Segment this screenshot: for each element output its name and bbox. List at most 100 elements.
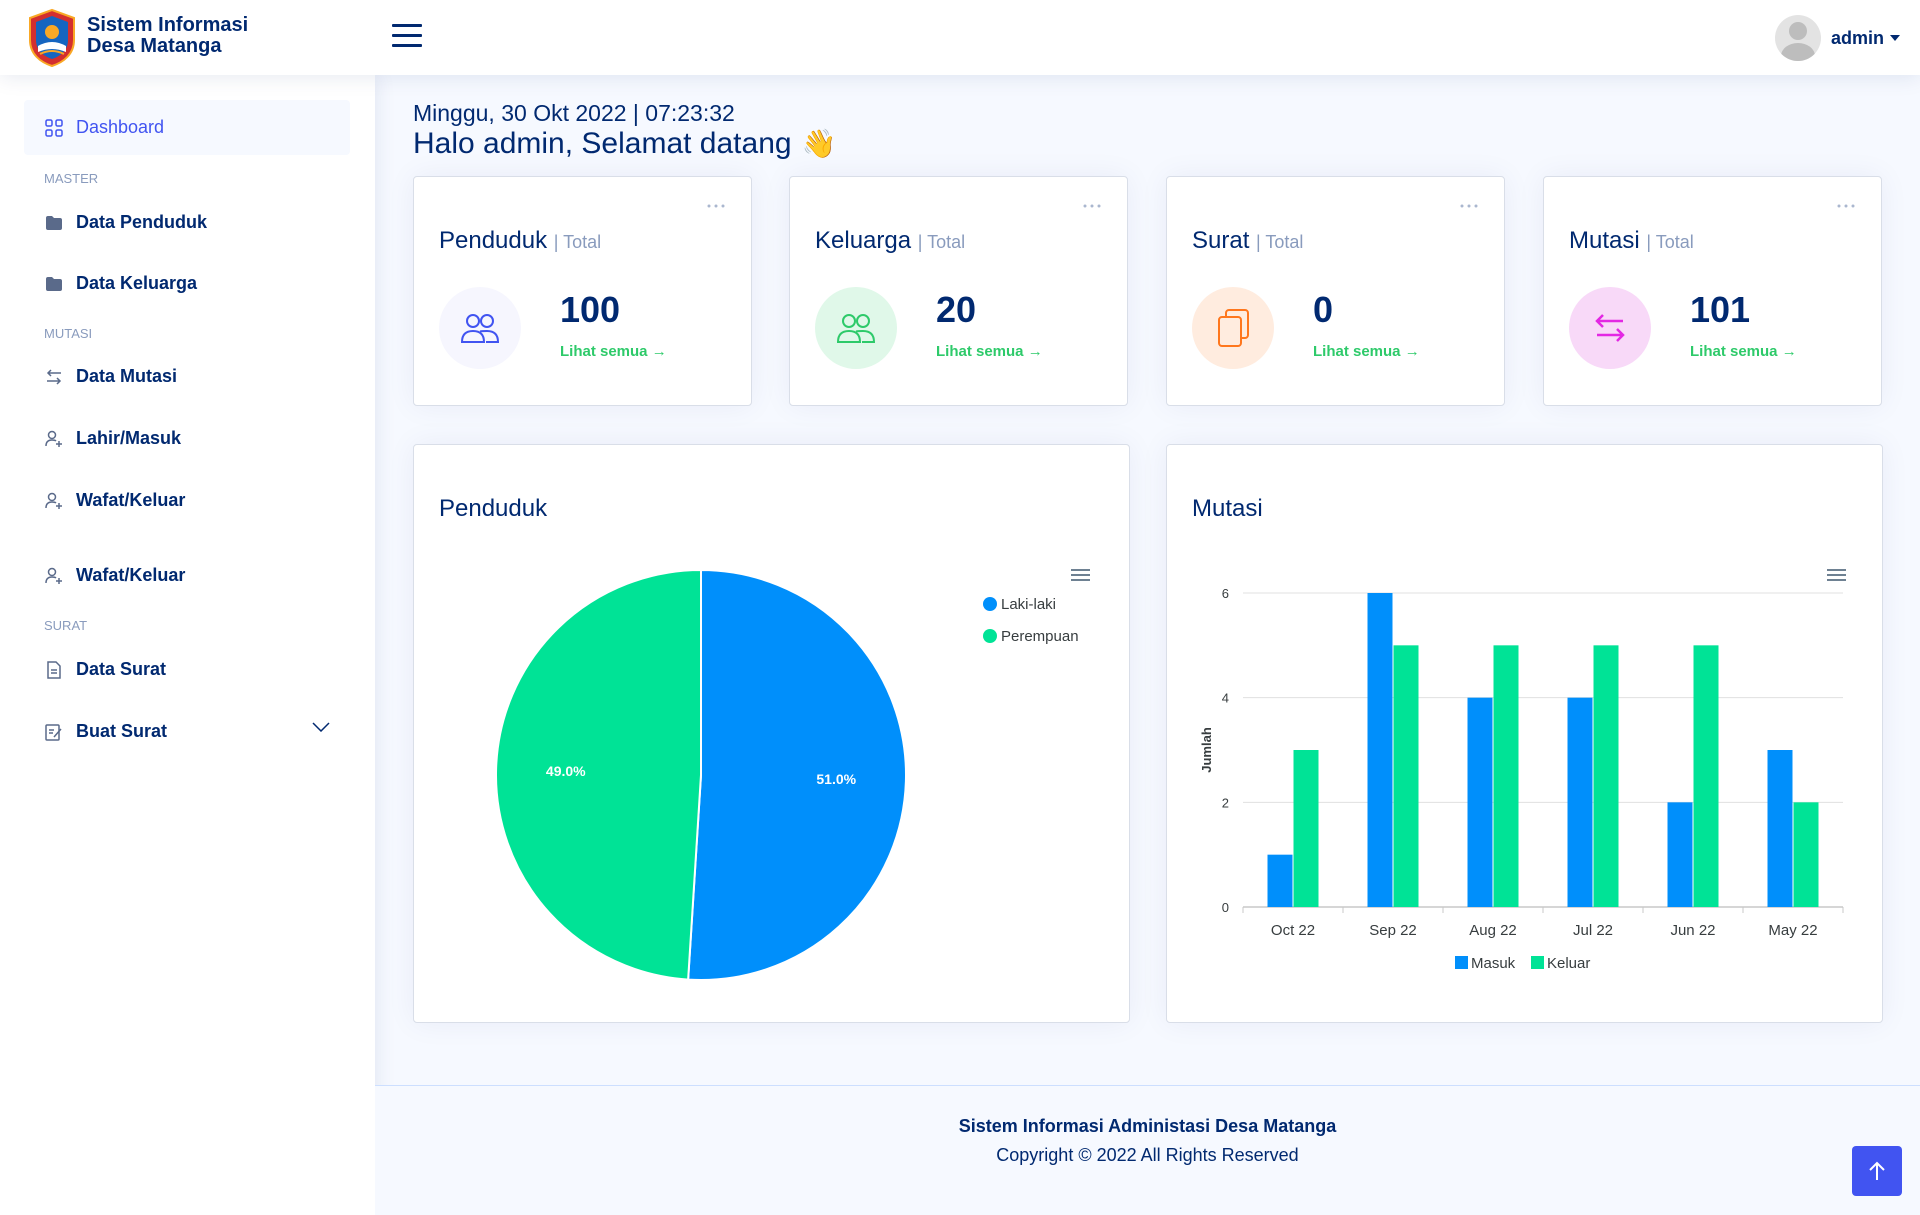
- chart-menu-icon[interactable]: [1827, 569, 1846, 581]
- pie-data-label: 49.0%: [546, 763, 586, 779]
- arrow-up-icon: [1869, 1161, 1885, 1180]
- footer-copyright: Copyright © 2022 All Rights Reserved: [996, 1145, 1299, 1165]
- legend-marker: [983, 597, 997, 611]
- pie-data-label: 51.0%: [816, 771, 856, 787]
- more-options-icon[interactable]: [1836, 203, 1856, 209]
- arrow-right-icon: →: [651, 343, 667, 360]
- brand-line-1: Sistem Informasi: [87, 14, 249, 36]
- penduduk-chart-card: Penduduk 51.0% 49.0% Laki-laki Perempuan: [413, 444, 1130, 1023]
- village-emblem-logo[interactable]: [24, 8, 80, 68]
- welcome-text: Halo admin, Selamat datang: [413, 127, 792, 160]
- pie-slice-perempuan: [495, 568, 702, 981]
- sidebar-item-data-penduduk[interactable]: Data Penduduk: [24, 195, 350, 250]
- sidebar-item-label: Wafat/Keluar: [76, 490, 186, 510]
- stat-value: 0: [1313, 289, 1334, 330]
- arrow-right-icon: →: [1027, 343, 1043, 360]
- bar-masuk-jul-22: [1567, 697, 1593, 907]
- bar-masuk-sep-22: [1367, 593, 1393, 907]
- caret-down-icon: [1890, 35, 1900, 41]
- current-datetime: Minggu, 30 Okt 2022 | 07:23:32: [413, 100, 735, 126]
- folder-icon: [44, 274, 64, 294]
- penduduk-pie-chart: 51.0% 49.0% Laki-laki Perempuan: [495, 568, 1090, 981]
- more-options-icon[interactable]: [706, 203, 726, 209]
- chart-title: Penduduk: [439, 495, 548, 522]
- stat-title: Surat | Total: [1192, 227, 1304, 254]
- legend-label: Masuk: [1471, 955, 1516, 972]
- user-name: admin: [1830, 27, 1884, 48]
- more-options-icon[interactable]: [1459, 203, 1479, 209]
- legend-marker: [983, 629, 997, 643]
- arrows-exchange-icon: [44, 367, 64, 387]
- avatar: [1774, 15, 1821, 61]
- view-all-link[interactable]: Lihat semua →: [1690, 343, 1797, 360]
- sidebar-item-label: Data Penduduk: [76, 212, 208, 232]
- sidebar-item-wafat-keluar-2[interactable]: Wafat/Keluar: [24, 548, 350, 603]
- back-to-top-button[interactable]: [1852, 1146, 1902, 1196]
- x-tick-label: Jun 22: [1670, 922, 1715, 939]
- mutasi-chart-card: Mutasi 0 2 4 6 Oct 22 Sep 22 Aug 22 Jul 22 Jun 2…: [1166, 444, 1883, 1023]
- sidebar-item-label: Dashboard: [76, 117, 165, 137]
- stat-title: Mutasi | Total: [1569, 227, 1694, 254]
- sidebar-item-label: Lahir/Masuk: [76, 428, 182, 448]
- top-header: Sistem Informasi Desa Matanga admin: [0, 0, 1920, 75]
- stat-card-keluarga: Keluarga | Total 20 Lihat semua →: [789, 176, 1128, 406]
- bar-masuk-jun-22: [1667, 802, 1693, 907]
- edit-document-icon: [44, 722, 64, 742]
- sidebar-heading-surat: SURAT: [44, 618, 88, 633]
- sidebar-item-data-keluarga[interactable]: Data Keluarga: [24, 256, 350, 311]
- y-tick-label: 2: [1222, 795, 1229, 810]
- welcome-heading: Halo admin, Selamat datang 👋: [413, 127, 836, 161]
- bar-keluar-aug-22: [1493, 645, 1519, 907]
- y-tick-label: 6: [1222, 586, 1229, 601]
- x-tick-label: Jul 22: [1573, 922, 1613, 939]
- sidebar-item-lahir-masuk[interactable]: Lahir/Masuk: [24, 411, 350, 466]
- stat-value: 20: [936, 289, 977, 330]
- pie-slice-laki-laki: [687, 568, 907, 981]
- brand-title[interactable]: Sistem Informasi Desa Matanga: [87, 15, 287, 57]
- person-add-icon: [44, 566, 64, 586]
- y-tick-label: 4: [1222, 691, 1229, 706]
- arrow-right-icon: →: [1404, 343, 1420, 360]
- sidebar-item-wafat-keluar[interactable]: Wafat/Keluar: [24, 473, 350, 528]
- sidebar-item-label: Data Keluarga: [76, 273, 198, 293]
- bar-keluar-jul-22: [1593, 645, 1619, 907]
- grid-icon: [44, 118, 64, 138]
- bar-keluar-may-22: [1793, 802, 1819, 907]
- y-axis-title: Jumlah: [1199, 727, 1214, 773]
- arrows-exchange-icon: [1569, 287, 1651, 369]
- people-icon: [439, 287, 521, 369]
- y-tick-label: 0: [1222, 900, 1229, 915]
- bar-keluar-jun-22: [1693, 645, 1719, 907]
- legend-label: Perempuan: [1001, 628, 1079, 645]
- stat-card-surat: Surat | Total 0 Lihat semua →: [1166, 176, 1505, 406]
- toggle-sidebar-button[interactable]: [392, 24, 422, 50]
- brand-line-2: Desa Matanga: [87, 35, 222, 57]
- view-all-link[interactable]: Lihat semua →: [1313, 343, 1420, 360]
- sidebar: Dashboard MASTER Data Penduduk Data Kelu…: [0, 75, 375, 1215]
- sidebar-item-buat-surat[interactable]: Buat Surat: [24, 704, 350, 759]
- chart-menu-icon[interactable]: [1071, 569, 1090, 581]
- stat-title: Keluarga | Total: [815, 227, 966, 254]
- person-add-icon: [44, 429, 64, 449]
- sidebar-item-data-surat[interactable]: Data Surat: [24, 642, 350, 697]
- x-tick-label: Oct 22: [1271, 922, 1315, 939]
- x-tick-label: Sep 22: [1369, 922, 1417, 939]
- bar-masuk-oct-22: [1267, 854, 1293, 907]
- footer-title: Sistem Informasi Administasi Desa Matang…: [958, 1116, 1337, 1136]
- hamburger-icon: [392, 24, 422, 27]
- sidebar-item-label: Buat Surat: [76, 721, 168, 741]
- more-options-icon[interactable]: [1082, 203, 1102, 209]
- wave-icon: 👋: [801, 128, 837, 159]
- chevron-down-icon[interactable]: [312, 722, 330, 732]
- chart-title: Mutasi: [1192, 495, 1263, 522]
- footer: Sistem Informasi Administasi Desa Matang…: [375, 1085, 1920, 1215]
- user-menu[interactable]: admin: [1774, 15, 1900, 61]
- sidebar-item-dashboard[interactable]: Dashboard: [24, 100, 350, 155]
- bar-keluar-sep-22: [1393, 645, 1419, 907]
- view-all-link[interactable]: Lihat semua →: [936, 343, 1043, 360]
- sidebar-item-data-mutasi[interactable]: Data Mutasi: [24, 349, 350, 404]
- x-tick-label: May 22: [1768, 922, 1817, 939]
- bar-masuk-aug-22: [1467, 697, 1493, 907]
- document-icon: [44, 660, 64, 680]
- view-all-link[interactable]: Lihat semua →: [560, 343, 667, 360]
